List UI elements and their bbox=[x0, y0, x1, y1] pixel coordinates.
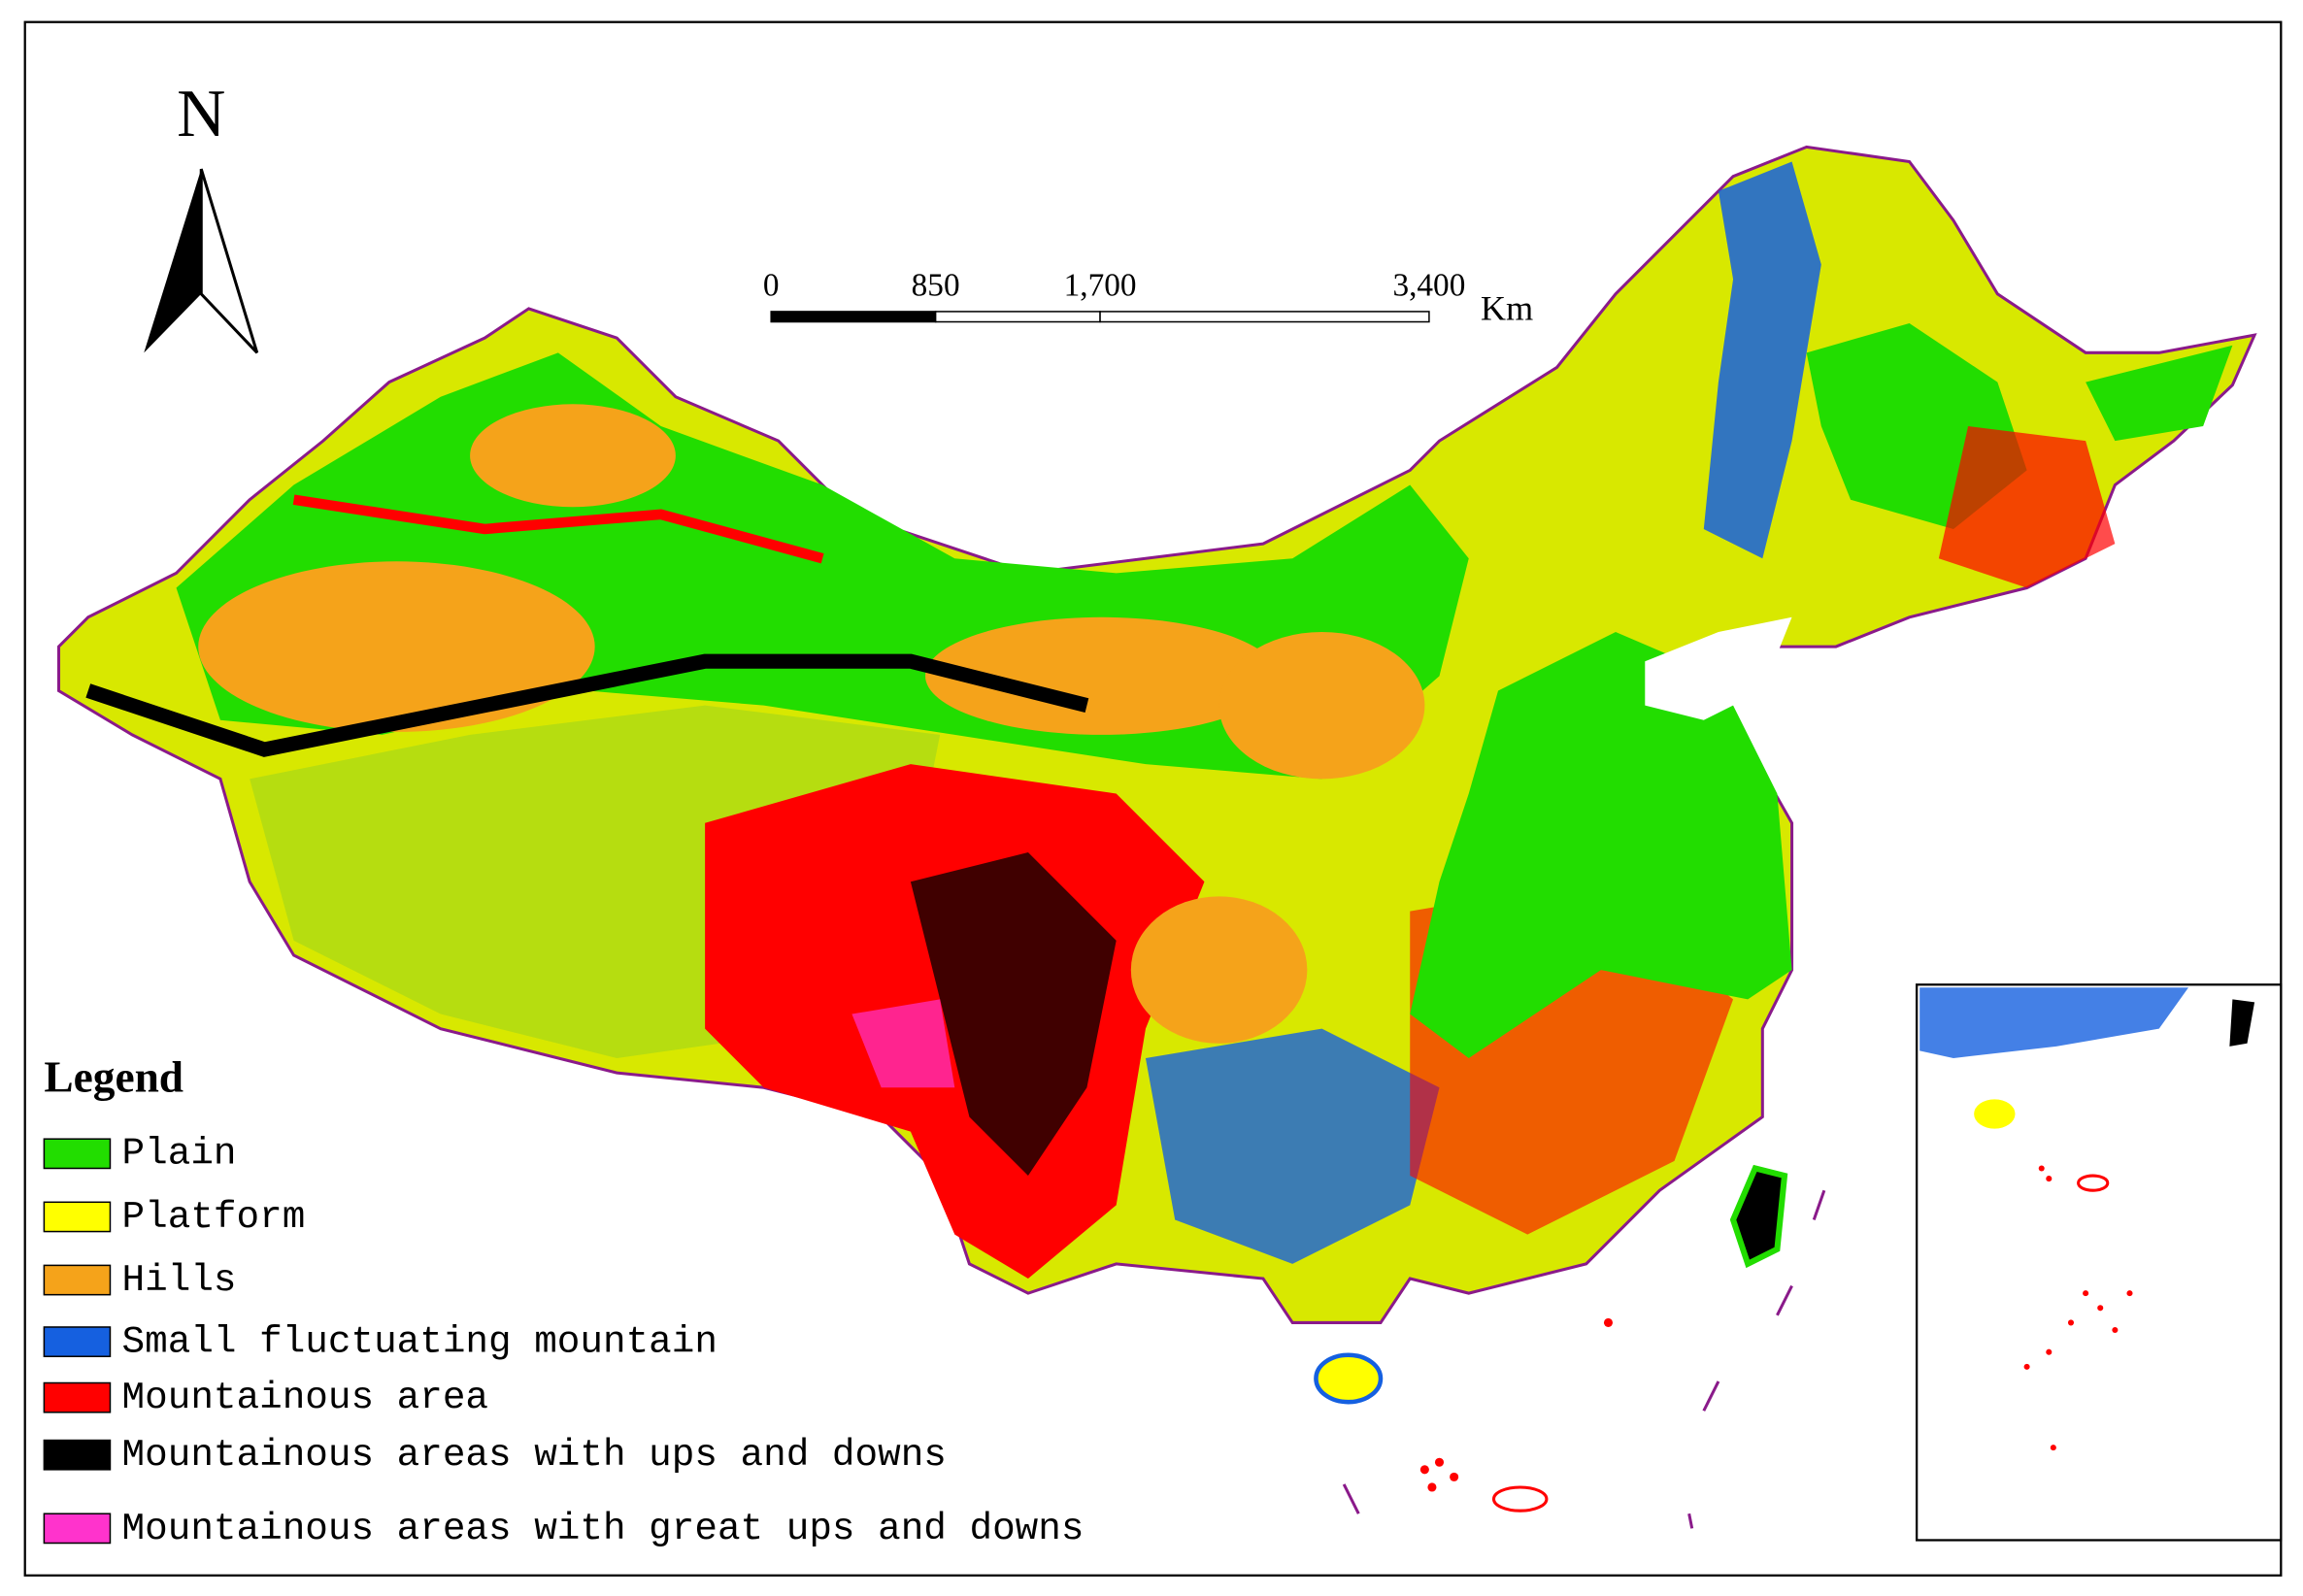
north-china-plain bbox=[1410, 631, 1792, 1058]
north-label: N bbox=[177, 77, 225, 151]
legend-swatch bbox=[43, 1138, 112, 1170]
legend-label: Mountainous areas with great ups and dow… bbox=[122, 1507, 1085, 1550]
legend-label: Mountainous area bbox=[122, 1376, 488, 1419]
legend-swatch bbox=[43, 1326, 112, 1358]
islands bbox=[1419, 1317, 1614, 1492]
basin-hills bbox=[470, 404, 676, 508]
legend-swatch bbox=[43, 1264, 112, 1296]
plateau-hills bbox=[925, 616, 1279, 735]
scale-segment bbox=[770, 311, 937, 323]
landmass bbox=[56, 145, 2257, 1529]
northeast-mountains bbox=[1938, 426, 2116, 588]
sea-boundary bbox=[1342, 1189, 1826, 1529]
inset-hainan bbox=[1974, 1099, 2016, 1129]
mountain-ridge bbox=[292, 494, 824, 564]
scale-label: 0 bbox=[763, 267, 780, 303]
scale-unit: Km bbox=[1481, 288, 1533, 327]
scale-bar: 0 850 1,700 3,400 Km bbox=[763, 267, 1533, 327]
scale-label: 850 bbox=[912, 267, 960, 303]
legend-label: Small fluctuating mountain bbox=[122, 1319, 718, 1363]
scale-label: 3,400 bbox=[1392, 267, 1465, 303]
legend-label: Hills bbox=[122, 1258, 237, 1302]
inset-reef bbox=[2077, 1174, 2110, 1192]
inset-frame bbox=[1916, 983, 2283, 1542]
legend-swatch bbox=[43, 1513, 112, 1545]
basin-hills bbox=[198, 561, 595, 732]
scale-segment bbox=[934, 311, 1101, 323]
plateau-hills bbox=[1218, 631, 1425, 780]
legend-swatch bbox=[43, 1201, 112, 1233]
legend-title: Legend bbox=[44, 1053, 184, 1102]
legend-swatch bbox=[43, 1439, 112, 1471]
taiwan bbox=[1729, 1164, 1788, 1269]
legend-label: Platform bbox=[122, 1195, 306, 1239]
legend: Legend Plain Platform Hills Small fluctuati… bbox=[43, 1053, 1085, 1550]
northeast-mountains bbox=[1703, 161, 1821, 559]
sichuan-basin bbox=[1130, 896, 1308, 1044]
inset-land bbox=[1919, 987, 2189, 1058]
bohai-sea bbox=[1645, 616, 1792, 720]
inset-islands bbox=[2023, 1165, 2133, 1451]
scale-segment bbox=[1099, 311, 1430, 323]
arrow-right bbox=[199, 168, 259, 354]
scale-label: 1,700 bbox=[1064, 267, 1137, 303]
legend-label: Plain bbox=[122, 1132, 237, 1176]
mountain-ridge bbox=[85, 653, 1089, 757]
magenta-rugged bbox=[851, 999, 955, 1088]
legend-swatch bbox=[43, 1381, 112, 1413]
northeast-plain bbox=[2086, 345, 2233, 442]
legend-label: Mountainous areas with ups and downs bbox=[122, 1433, 947, 1477]
south-mixed bbox=[1145, 1028, 1440, 1264]
island-reef bbox=[1491, 1485, 1549, 1513]
hainan bbox=[1314, 1352, 1384, 1405]
inset-map bbox=[1916, 983, 2283, 1542]
southwest-rugged bbox=[910, 852, 1117, 1177]
inset-taiwan bbox=[2229, 999, 2255, 1047]
